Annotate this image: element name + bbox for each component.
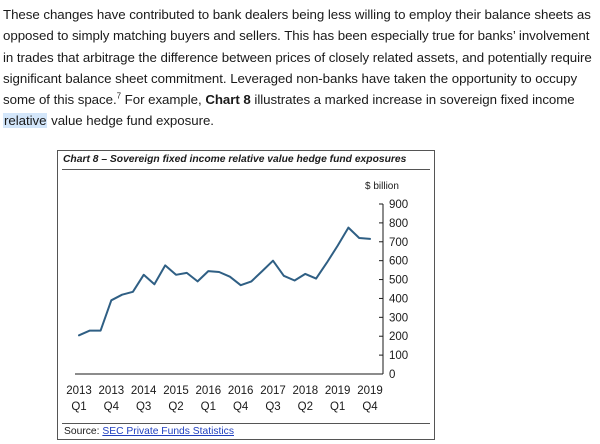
- data-point: [358, 237, 360, 239]
- data-point: [326, 262, 328, 264]
- x-tick-label-year: 2016: [228, 385, 254, 397]
- paragraph-text-2: For example,: [121, 92, 206, 108]
- data-point: [143, 274, 145, 276]
- highlighted-word: relative: [3, 113, 48, 129]
- chart-title: Chart 8 – Sovereign fixed income relativ…: [63, 154, 407, 165]
- data-point: [218, 271, 220, 273]
- data-point: [347, 227, 349, 229]
- source-link[interactable]: SEC Private Funds Statistics: [102, 426, 234, 437]
- y-tick-label: 0: [389, 369, 395, 381]
- data-point: [294, 280, 296, 282]
- data-point: [229, 276, 231, 278]
- data-point: [153, 283, 155, 285]
- data-point: [100, 330, 102, 332]
- y-tick-label: 800: [389, 218, 408, 230]
- x-tick-label-quarter: Q2: [168, 401, 183, 413]
- data-point: [164, 264, 166, 266]
- data-point: [89, 330, 91, 332]
- x-tick-label-year: 2013: [66, 385, 92, 397]
- y-tick-label: 300: [389, 312, 408, 324]
- x-tick-label-quarter: Q4: [104, 401, 120, 413]
- x-tick-label-quarter: Q3: [136, 401, 151, 413]
- x-tick-label-year: 2016: [196, 385, 222, 397]
- x-tick-label-year: 2019: [325, 385, 351, 397]
- data-point: [304, 273, 306, 275]
- data-point: [207, 270, 209, 272]
- x-tick-label-year: 2015: [163, 385, 189, 397]
- data-point: [283, 275, 285, 277]
- data-point: [175, 274, 177, 276]
- x-tick-label-year: 2014: [131, 385, 157, 397]
- data-point: [315, 278, 317, 280]
- source-label: Source:: [64, 426, 103, 437]
- x-tick-label-quarter: Q4: [233, 401, 249, 413]
- x-tick-label-quarter: Q1: [71, 401, 86, 413]
- data-point: [110, 299, 112, 301]
- unit-label: $ billion: [365, 181, 399, 192]
- y-tick-label: 100: [389, 350, 408, 362]
- series-line: [78, 226, 371, 337]
- data-point: [272, 260, 274, 262]
- x-tick-label-year: 2017: [260, 385, 286, 397]
- y-tick-label: 700: [389, 237, 408, 249]
- y-tick-label: 600: [389, 256, 408, 268]
- x-tick-label-quarter: Q1: [330, 401, 345, 413]
- paragraph-text-4: value hedge fund exposure.: [47, 113, 214, 129]
- data-point: [197, 280, 199, 282]
- x-tick-label-quarter: Q3: [265, 401, 280, 413]
- x-tick-label-year: 2013: [99, 385, 125, 397]
- x-tick-label-quarter: Q2: [298, 401, 313, 413]
- data-point: [186, 272, 188, 274]
- chart-reference: Chart 8: [205, 92, 251, 108]
- title-divider: [62, 169, 430, 170]
- data-point: [121, 294, 123, 296]
- y-tick-label: 900: [389, 199, 408, 211]
- y-tick-label: 200: [389, 331, 408, 343]
- line-chart: $ billion 0 100 200 300 400 500 600 700 800 900 201…: [66, 181, 408, 413]
- chart-box: Chart 8 – Sovereign fixed income relativ…: [57, 150, 435, 440]
- data-point: [132, 291, 134, 293]
- data-point: [261, 270, 263, 272]
- x-tick-label-year: 2019: [357, 385, 383, 397]
- data-point: [78, 334, 80, 336]
- y-tick-label: 500: [389, 275, 408, 287]
- data-point: [369, 238, 371, 240]
- chart-source: Source: SEC Private Funds Statistics: [64, 426, 234, 437]
- data-point: [337, 245, 339, 247]
- data-point: [240, 284, 242, 286]
- x-tick-label-quarter: Q4: [362, 401, 378, 413]
- data-point: [250, 280, 252, 282]
- body-paragraph: These changes have contributed to bank d…: [3, 4, 597, 132]
- footnote-marker[interactable]: 7: [116, 91, 122, 101]
- paragraph-text-3: illustrates a marked increase in soverei…: [250, 92, 575, 108]
- y-tick-label: 400: [389, 293, 408, 305]
- source-divider: [62, 423, 430, 424]
- x-tick-label-quarter: Q1: [201, 401, 216, 413]
- paragraph-text-1: These changes have contributed to bank d…: [3, 7, 592, 108]
- x-tick-label-year: 2018: [293, 385, 319, 397]
